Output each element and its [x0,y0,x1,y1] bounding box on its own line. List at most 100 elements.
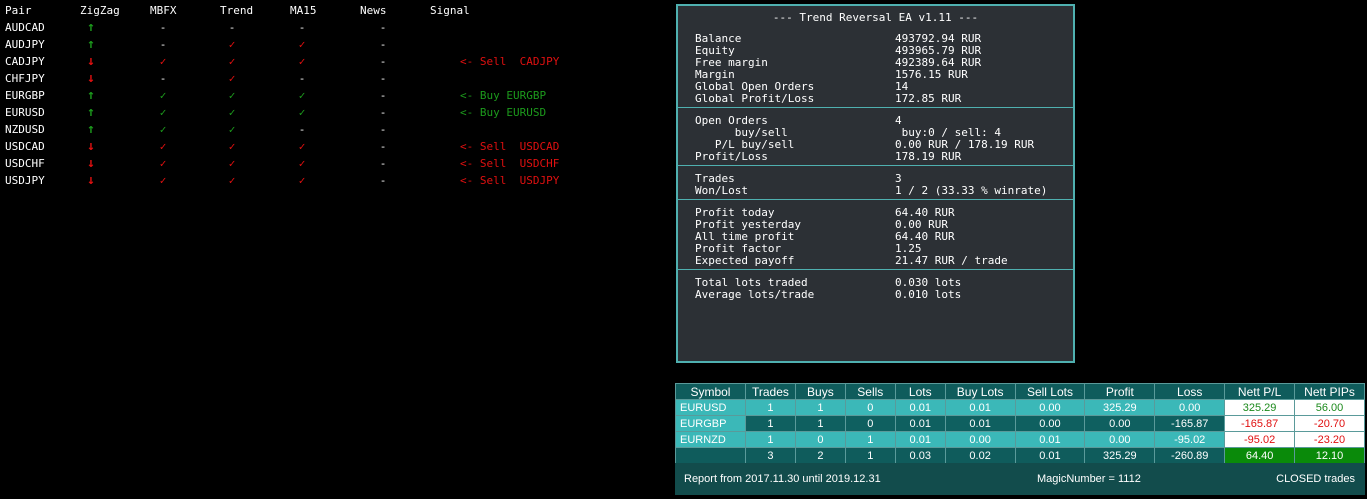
report-cell: -23.20 [1294,431,1365,448]
stat-value: 1 / 2 (33.33 % winrate) [895,184,1048,197]
indicator: - [298,72,306,85]
report-footer: Report from 2017.11.30 until 2019.12.31 … [675,463,1365,495]
report-cell: 0 [844,415,896,432]
stat-label: Won/Lost [695,184,748,197]
stat-value: 14 [895,80,909,93]
total-row: 3 2 1 0.03 0.02 0.01 325.29 -260.89 64.40 12.10 [675,447,1365,464]
report-cell: 1 [744,415,796,432]
total-cell: 2 [794,447,846,464]
indicator: ↑ [87,88,95,103]
report-cell: 0.01 [894,431,946,448]
report-cell: 1 [744,431,796,448]
indicator: ✓ [228,140,236,153]
indicator: ✓ [298,38,306,51]
report-cell: 0.01 [894,399,946,416]
column-header: Nett P/L [1224,383,1296,400]
signal: <- Sell USDCAD [460,140,560,153]
indicator: - [379,38,387,51]
report-row: EURUSD 1 1 0 0.01 0.01 0.00 325.29 0.00 325.29 56.… [675,399,1365,416]
column-header: Sells [844,383,896,400]
signal: <- Buy EURGBP [460,89,547,102]
indicator: - [379,123,387,136]
signal: <- Sell USDJPY [460,174,560,187]
indicator: ✓ [159,106,167,119]
stat-value: 1576.15 RUR [895,68,968,81]
indicator: ✓ [159,157,167,170]
indicator: ✓ [298,140,306,153]
stat-label: Balance [695,32,742,45]
report-cell: 325.29 [1224,399,1296,416]
stat-value: 0.00 RUR / 178.19 RUR [895,138,1035,151]
column-header: Signal [430,4,470,17]
column-header: Symbol [675,383,746,400]
report-cell: -20.70 [1294,415,1365,432]
pair: CADJPY [5,55,45,68]
indicator: - [379,72,387,85]
total-cell [675,447,746,464]
stat-value: 0.010 lots [895,288,962,301]
indicator: ✓ [298,106,306,119]
stat-label: Profit today [695,206,775,219]
total-cell: 64.40 [1224,447,1296,464]
indicator: ↓ [87,139,95,154]
indicator: ✓ [228,123,236,136]
stat-label: Profit/Loss [695,150,768,163]
panel-title: --- Trend Reversal EA v1.11 --- [772,11,979,24]
total-cell: 0.03 [894,447,946,464]
column-header: Lots [894,383,946,400]
column-header: MA15 [290,4,317,17]
report-cell: 0.01 [944,415,1016,432]
column-header: MBFX [150,4,177,17]
report-cell: 0.00 [1154,399,1226,416]
indicator: ✓ [228,38,236,51]
stat-label: buy/sell [695,126,788,139]
stat-label: Global Open Orders [695,80,815,93]
indicator: - [159,38,167,51]
pair: NZDUSD [5,123,45,136]
report-cell: 0.01 [1014,431,1086,448]
indicator: ✓ [228,157,236,170]
indicator: ✓ [159,174,167,187]
header-row: Symbol Trades Buys Sells Lots Buy Lots Sell Lo… [675,383,1365,400]
indicator: - [379,140,387,153]
indicator: - [159,21,167,34]
indicator: - [379,21,387,34]
column-header: ZigZag [80,4,120,17]
stat-label: Profit yesterday [695,218,801,231]
indicator: ↑ [87,122,95,137]
indicator: ✓ [159,55,167,68]
separator [678,107,1073,108]
column-header: Nett PIPs [1294,383,1365,400]
stat-value: 493965.79 RUR [895,44,982,57]
separator [678,269,1073,270]
report-cell: 0.00 [944,431,1016,448]
stat-value: buy:0 / sell: 4 [895,126,1001,139]
report-row: EURNZD 1 0 1 0.01 0.00 0.01 0.00 -95.02 -95.02 -23… [675,431,1365,448]
stat-value: 64.40 RUR [895,206,955,219]
total-cell: 12.10 [1294,447,1365,464]
stat-value: 3 [895,172,902,185]
signal: <- Sell USDCHF [460,157,560,170]
column-header: Buy Lots [944,383,1016,400]
report-cell: 0.00 [1014,399,1086,416]
stat-label: Free margin [695,56,768,69]
column-header: Buys [794,383,846,400]
column-header: Trend [220,4,254,17]
stat-label: Expected payoff [695,254,795,267]
report-cell: -95.02 [1154,431,1226,448]
total-cell: 0.01 [1014,447,1086,464]
column-header: News [360,4,387,17]
indicator: - [379,157,387,170]
report-cell: 0.00 [1084,415,1156,432]
indicator: ✓ [159,89,167,102]
indicator: - [298,123,306,136]
indicator: ↓ [87,173,95,188]
stat-label: P/L buy/sell [695,138,795,151]
symbol: EURNZD [675,431,746,448]
report-cell: 0 [844,399,896,416]
stat-value: 0.00 RUR [895,218,948,231]
total-cell: 1 [844,447,896,464]
total-cell: 0.02 [944,447,1016,464]
stat-value: 1.25 [895,242,922,255]
